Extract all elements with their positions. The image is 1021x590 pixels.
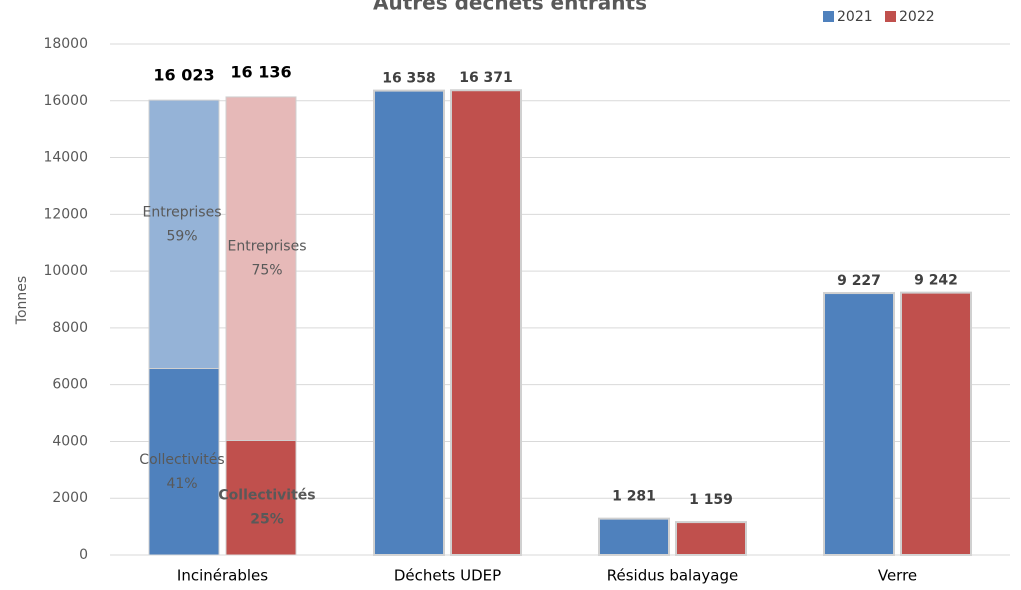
chart-title: Autres déchets entrants: [373, 0, 647, 15]
x-tick-label: Incinérables: [177, 567, 268, 585]
y-tick-label: 16000: [43, 93, 88, 109]
share-name: Collectivités: [218, 488, 315, 504]
bar: [373, 89, 445, 556]
bar: [450, 89, 522, 556]
legend-swatch: [823, 11, 834, 22]
bar-segment: [148, 99, 220, 370]
legend-label: 2022: [899, 9, 935, 25]
data-label: 9 227: [837, 273, 881, 289]
share-label: 41%: [166, 476, 197, 492]
data-label: 16 358: [382, 71, 436, 87]
share-label: 75%: [251, 263, 282, 279]
data-label: 1 281: [612, 489, 656, 505]
legend-label: 2021: [837, 9, 873, 25]
bar-segment: [225, 96, 297, 441]
data-label: 1 159: [689, 492, 733, 508]
share-label: 25%: [250, 512, 284, 528]
share-name: Collectivités: [139, 452, 224, 468]
x-tick-label: Résidus balayage: [607, 567, 738, 585]
legend-swatch: [885, 11, 896, 22]
data-label: 16 371: [459, 70, 513, 86]
y-tick-label: 18000: [43, 36, 88, 52]
y-axis-label: Tonnes: [14, 276, 30, 325]
y-tick-label: 0: [79, 547, 88, 563]
data-label: 16 136: [230, 62, 291, 81]
y-tick-label: 14000: [43, 150, 88, 166]
bar: [598, 517, 670, 557]
y-tick-label: 2000: [52, 490, 88, 506]
share-name: Entreprises: [142, 204, 221, 220]
y-tick-label: 12000: [43, 206, 88, 222]
share-name: Entreprises: [227, 239, 306, 255]
bar: [900, 291, 972, 556]
bar: [675, 521, 747, 557]
y-tick-label: 8000: [52, 320, 88, 336]
x-tick-label: Déchets UDEP: [394, 567, 501, 585]
y-tick-label: 4000: [52, 433, 88, 449]
y-tick-label: 6000: [52, 377, 88, 393]
data-label: 9 242: [914, 273, 958, 289]
share-label: 59%: [166, 228, 197, 244]
data-label: 16 023: [153, 66, 214, 85]
y-tick-label: 10000: [43, 263, 88, 279]
bar: [823, 292, 895, 556]
x-tick-label: Verre: [878, 567, 917, 585]
